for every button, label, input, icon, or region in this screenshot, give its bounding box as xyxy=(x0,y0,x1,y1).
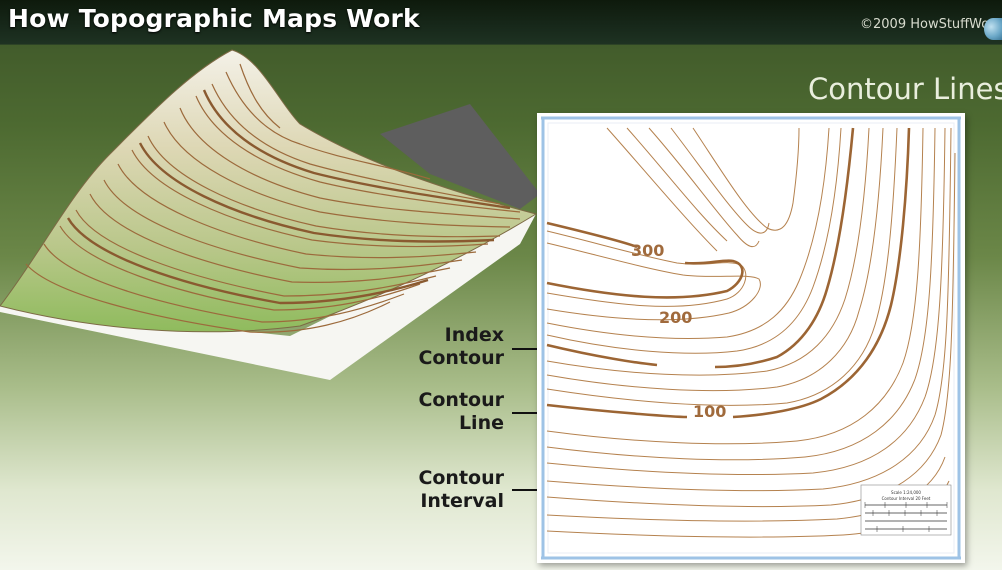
map-index-contours xyxy=(546,127,911,419)
legend-contour-interval: Contour Interval xyxy=(364,467,504,513)
scale-subtitle: Contour Interval 20 Feet xyxy=(882,496,931,501)
copyright-text: ©2009 HowStuffWo xyxy=(860,17,990,32)
contour-map-panel: 300 200 100 Scale 1:24,000 Contour Inter… xyxy=(537,113,965,563)
legend-index-contour-line1: Index xyxy=(444,324,504,346)
globe-logo-icon xyxy=(984,18,1002,40)
legend-index-contour-line2: Contour xyxy=(418,347,504,369)
title-bar: How Topographic Maps Work ©2009 HowStuff… xyxy=(0,0,1002,45)
legend-index-contour: Index Contour xyxy=(364,324,504,370)
legend-contour-line: Contour Line xyxy=(364,389,504,435)
legend-contour-line-line2: Line xyxy=(458,412,504,434)
contour-map: 300 200 100 Scale 1:24,000 Contour Inter… xyxy=(537,113,965,563)
scale-title: Scale 1:24,000 xyxy=(891,490,921,495)
terrain-contours xyxy=(25,63,521,333)
page-title: How Topographic Maps Work xyxy=(8,4,420,33)
legend-contour-line-line1: Contour xyxy=(418,389,504,411)
terrain-surface xyxy=(0,49,538,333)
terrain-base xyxy=(0,214,536,380)
terrain-index-contours xyxy=(66,89,511,305)
legend-contour-interval-line2: Interval xyxy=(420,490,504,512)
terrain-illustration xyxy=(0,49,540,380)
contour-label-100: 100 xyxy=(693,402,726,421)
map-frame xyxy=(541,116,961,560)
section-heading: Contour Lines xyxy=(808,72,1002,106)
legend-contour-interval-line1: Contour xyxy=(418,467,504,489)
contour-label-200: 200 xyxy=(659,308,692,327)
scale-bar: Scale 1:24,000 Contour Interval 20 Feet xyxy=(860,484,952,536)
contour-label-300: 300 xyxy=(631,241,664,260)
terrain-shadow xyxy=(380,104,540,209)
